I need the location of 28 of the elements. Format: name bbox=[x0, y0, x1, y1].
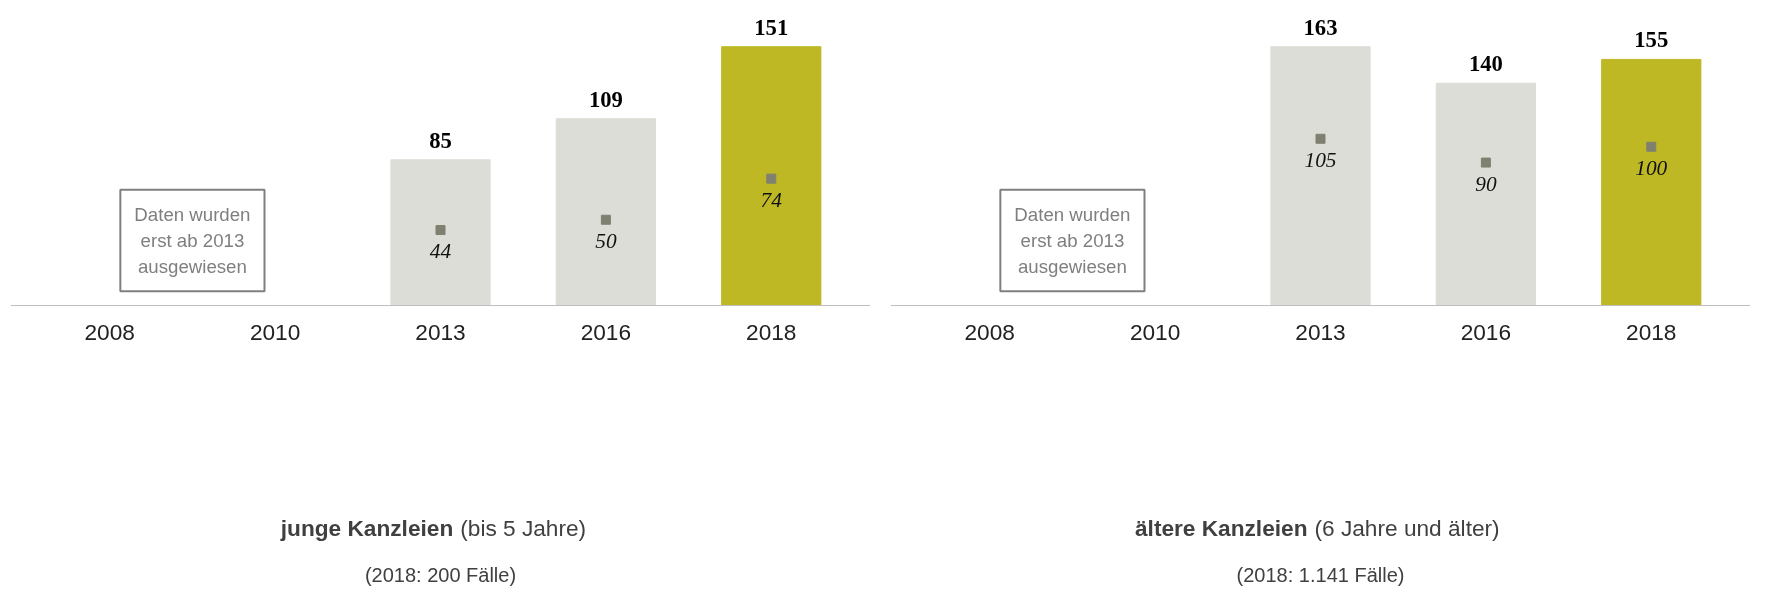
x-tick-label: 2010 bbox=[1129, 319, 1181, 346]
data-label: 109 bbox=[588, 86, 623, 112]
x-tick-label: 2010 bbox=[249, 319, 301, 346]
data-label: 90 bbox=[1475, 171, 1497, 196]
data-label: 151 bbox=[754, 14, 789, 40]
x-tick-label: 2018 bbox=[1626, 319, 1677, 346]
data-label: 100 bbox=[1635, 155, 1668, 180]
data-label: 50 bbox=[595, 228, 617, 253]
data-label: 44 bbox=[429, 239, 452, 264]
data-label: 85 bbox=[429, 127, 452, 153]
text: junge Kanzleien (bis 5 Jahre) bbox=[279, 514, 587, 541]
x-tick-label: 2016 bbox=[580, 319, 632, 346]
text: (2018: 1.141 Fälle) bbox=[1236, 563, 1405, 586]
data-label: 155 bbox=[1634, 27, 1669, 53]
x-tick-label: 2013 bbox=[1295, 319, 1346, 346]
x-tick-label: 2016 bbox=[1460, 319, 1512, 346]
annotation: Daten wurden erst ab 2013 ausgewiesen bbox=[1014, 203, 1131, 278]
data-label: 105 bbox=[1304, 147, 1337, 172]
x-tick-label: 2013 bbox=[415, 319, 466, 346]
annotation: Daten wurden erst ab 2013 ausgewiesen bbox=[134, 203, 251, 278]
data-label: 163 bbox=[1303, 14, 1338, 40]
data-label: 140 bbox=[1468, 51, 1503, 77]
x-tick-label: 2008 bbox=[964, 319, 1015, 346]
text: (2018: 200 Fälle) bbox=[364, 563, 517, 586]
x-tick-label: 2018 bbox=[746, 319, 797, 346]
data-label: 74 bbox=[760, 187, 783, 212]
text: ältere Kanzleien (6 Jahre und älter) bbox=[1134, 514, 1500, 541]
x-tick-label: 2008 bbox=[84, 319, 135, 346]
